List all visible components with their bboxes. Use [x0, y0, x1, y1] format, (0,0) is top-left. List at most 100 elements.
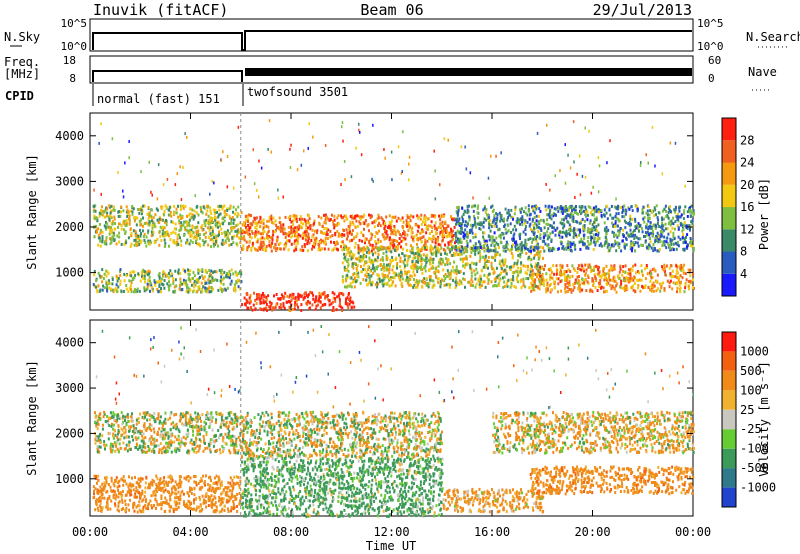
power-cell: [307, 293, 310, 297]
power-cell: [661, 267, 664, 271]
power-cell: [240, 247, 243, 251]
power-cell: [413, 284, 416, 287]
power-cell: [402, 130, 404, 134]
power-cell: [113, 227, 116, 231]
power-cell: [157, 273, 160, 277]
power-cell: [244, 302, 246, 306]
power-cell: [474, 277, 477, 281]
power-cell: [580, 219, 583, 223]
power-cell: [526, 213, 529, 217]
power-cell: [679, 286, 682, 290]
power-cell: [240, 270, 243, 274]
power-cell: [154, 213, 157, 217]
power-cell: [679, 267, 682, 271]
power-cell: [134, 216, 137, 219]
date-title: 29/Jul/2013: [593, 1, 692, 19]
power-cell: [684, 272, 687, 276]
power-cell: [670, 248, 673, 252]
power-cell: [689, 206, 691, 210]
power-cell: [464, 220, 467, 224]
power-cell: [663, 239, 666, 243]
power-cell: [449, 272, 452, 276]
power-cell: [600, 244, 603, 248]
power-cell: [207, 204, 210, 208]
power-cell: [649, 209, 652, 213]
power-cell: [605, 272, 608, 276]
power-cell: [179, 204, 182, 208]
power-cell: [378, 229, 381, 233]
power-cell: [527, 238, 530, 242]
power-cell: [318, 297, 320, 301]
power-cell: [584, 278, 586, 282]
power-cell: [632, 241, 635, 245]
power-cell: [610, 287, 613, 290]
power-cell: [676, 224, 679, 228]
power-cell: [235, 224, 238, 228]
power-cell: [573, 285, 576, 289]
power-cell: [624, 208, 627, 212]
power-cell: [594, 265, 597, 268]
power-cell: [125, 241, 128, 245]
power-cell: [145, 288, 148, 292]
power-cell: [179, 277, 182, 281]
power-cell: [379, 245, 382, 249]
power-cell: [652, 289, 655, 293]
power-cell: [609, 246, 612, 250]
power-cell: [494, 258, 497, 262]
power-cell: [547, 223, 550, 226]
power-cell: [411, 260, 414, 263]
power-cell: [374, 240, 377, 243]
power-cell: [647, 213, 649, 217]
power-cell: [645, 225, 648, 229]
power-cell: [591, 226, 594, 230]
power-cell: [533, 226, 535, 230]
power-cell: [446, 274, 448, 278]
velocity-cell: [124, 430, 127, 434]
power-cell: [203, 233, 206, 236]
power-cell: [513, 212, 516, 216]
power-cell: [490, 264, 493, 268]
power-cell: [295, 248, 298, 252]
power-cell: [348, 297, 351, 301]
power-cell: [546, 244, 549, 248]
power-cell: [183, 281, 185, 285]
power-cell: [95, 279, 98, 283]
power-cell: [234, 289, 237, 293]
power-cell: [539, 267, 542, 271]
power-cell: [223, 270, 226, 274]
power-cell: [406, 281, 409, 285]
power-cell: [302, 296, 305, 300]
power-cell: [176, 237, 179, 241]
power-cell: [437, 280, 440, 284]
power-cell: [676, 276, 678, 280]
power-cell: [107, 279, 110, 283]
power-cell: [120, 227, 123, 231]
power-cell: [443, 229, 446, 233]
power-cell: [334, 233, 337, 237]
power-cell: [631, 246, 634, 250]
power-cell: [143, 204, 146, 208]
power-cell: [196, 280, 199, 284]
power-cell: [552, 264, 555, 268]
power-cell: [375, 242, 378, 246]
power-cell: [207, 235, 210, 239]
power-cell: [494, 253, 497, 257]
power-cell: [568, 223, 571, 227]
power-cell: [514, 241, 516, 245]
power-cell: [150, 283, 153, 287]
power-cell: [393, 227, 396, 231]
power-cell: [594, 286, 597, 290]
power-cell: [592, 206, 595, 210]
power-cell: [626, 287, 629, 291]
power-cell: [521, 218, 523, 222]
power-cell: [653, 247, 656, 250]
power-cell: [510, 247, 513, 251]
power-cell: [178, 287, 181, 291]
power-cell: [634, 217, 637, 221]
power-cell: [434, 241, 437, 245]
power-cell: [332, 306, 335, 309]
power-cell: [294, 296, 297, 300]
power-cell: [174, 241, 177, 245]
power-cell: [356, 275, 359, 279]
